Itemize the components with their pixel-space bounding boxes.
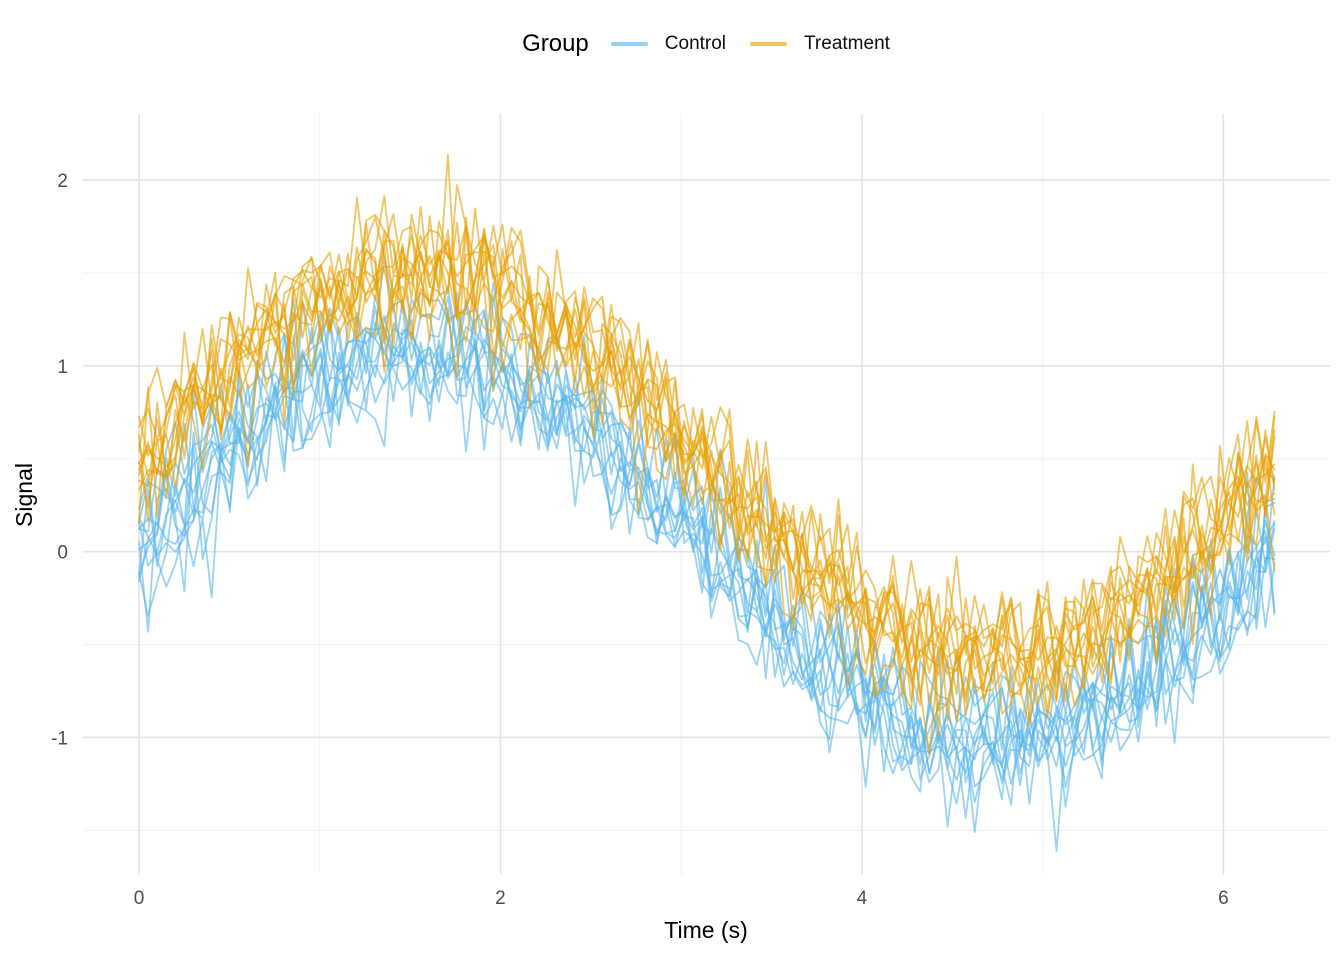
y-tick-label: -1 (51, 728, 68, 749)
x-axis-tick-labels: 0 2 4 6 (134, 888, 1229, 909)
minor-gridlines (83, 114, 1330, 875)
treatment-series (138, 153, 1276, 756)
signal-line (138, 196, 1276, 702)
legend-item-control: Control (610, 33, 727, 55)
series-lines (138, 153, 1276, 852)
signal-line (138, 312, 1276, 788)
y-axis-tick-labels: 2 1 0 -1 (51, 171, 68, 750)
signal-line (138, 326, 1276, 808)
x-tick-label: 4 (857, 888, 868, 909)
treatment-key-line-icon (750, 42, 788, 46)
signal-line (138, 195, 1276, 712)
signal-line (138, 216, 1276, 723)
x-axis-title: Time (s) (664, 917, 747, 943)
y-tick-label: 1 (57, 357, 68, 378)
signal-line (138, 321, 1276, 852)
major-gridlines (83, 114, 1330, 875)
x-tick-label: 0 (134, 888, 145, 909)
control-series (138, 259, 1276, 852)
x-tick-label: 6 (1218, 888, 1229, 909)
y-axis-title: Signal (11, 463, 37, 527)
legend-label-treatment: Treatment (804, 33, 890, 54)
legend-item-treatment: Treatment (750, 33, 890, 55)
control-key-line-icon (610, 42, 648, 46)
y-tick-label: 0 (57, 543, 68, 564)
legend-title: Group (522, 30, 589, 57)
y-tick-label: 2 (57, 171, 68, 192)
legend: Group Control Treatment (0, 30, 1344, 58)
legend-label-control: Control (664, 33, 727, 54)
x-tick-label: 2 (495, 888, 506, 909)
